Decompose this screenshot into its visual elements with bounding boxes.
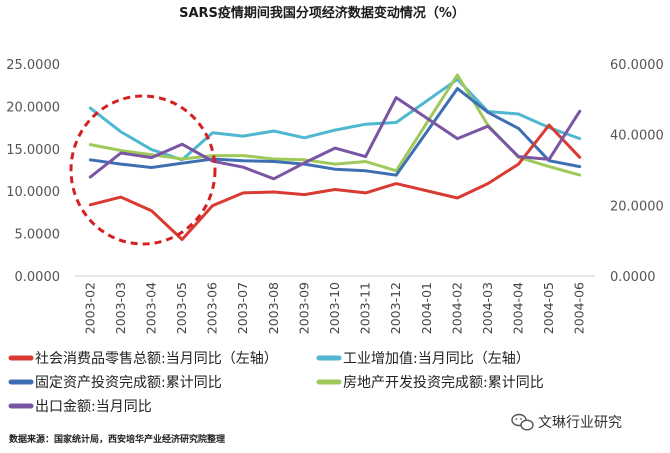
series-lines: [88, 73, 582, 241]
x-tick-label: 2003-12: [388, 282, 403, 334]
highlight-dashed-circle: [69, 94, 217, 246]
wechat-icon: [511, 413, 534, 431]
x-tick-label: 2003-10: [327, 282, 342, 334]
x-tick-label: 2003-03: [113, 282, 128, 334]
right-tick-label: 60.0000: [610, 58, 664, 73]
x-axis-ticks: 2003-02 2003-03 2003-04 2003-05 2003-06 2003-…: [82, 282, 586, 334]
series-line-4: [88, 96, 582, 181]
x-tick-label: 2004-04: [511, 282, 526, 334]
series-line-0: [88, 123, 582, 241]
source-note: 数据来源：国家统计局，西安培华产业经济研究院整理: [9, 433, 225, 445]
x-tick-label: 2004-05: [541, 282, 556, 334]
right-tick-label: 40.0000: [610, 129, 664, 144]
watermark: 文琳行业研究: [511, 413, 622, 431]
left-tick-label: 20.0000: [6, 100, 60, 115]
right-tick-label: 20.0000: [610, 199, 664, 214]
x-tick-label: 2003-02: [82, 282, 97, 334]
x-tick-label: 2003-06: [205, 282, 220, 334]
x-tick-label: 2003-08: [266, 282, 281, 334]
x-tick-label: 2003-05: [174, 282, 189, 334]
x-tick-label: 2004-01: [419, 282, 434, 334]
right-tick-label: 0.0000: [610, 270, 656, 285]
x-tick-label: 2003-07: [235, 282, 250, 334]
right-axis-ticks: 0.0000 20.0000 40.0000 60.0000: [610, 58, 664, 285]
left-tick-label: 25.0000: [6, 58, 60, 73]
chart-title: SARS疫情期间我国分项经济数据变动情况（%）: [179, 5, 465, 21]
left-tick-label: 15.0000: [6, 143, 60, 158]
x-tick-label: 2004-06: [572, 282, 587, 334]
left-axis-ticks: 0.0000 5.0000 10.0000 15.0000 20.0000 25.0000: [6, 58, 60, 285]
series-line-3: [88, 73, 582, 177]
watermark-text: 文琳行业研究: [538, 415, 622, 431]
series-line-2: [88, 87, 582, 177]
legend-label: 工业增加值:当月同比（左轴）: [343, 351, 530, 367]
x-tick-label: 2003-11: [358, 282, 373, 334]
x-tick-label: 2004-03: [480, 282, 495, 334]
legend-label: 出口金额:当月同比: [35, 399, 152, 415]
left-tick-label: 10.0000: [6, 185, 60, 200]
x-tick-label: 2003-04: [143, 282, 158, 334]
x-tick-label: 2004-02: [449, 282, 464, 334]
series-line-1: [88, 77, 582, 162]
legend-label: 固定资产投资完成额:累计同比: [35, 375, 222, 391]
legend: 社会消费品零售总额:当月同比（左轴） 工业增加值:当月同比（左轴） 固定资产投资完成…: [8, 351, 544, 415]
left-tick-label: 5.0000: [15, 228, 61, 243]
legend-label: 房地产开发投资完成额:累计同比: [343, 375, 544, 391]
x-tick-label: 2003-09: [296, 282, 311, 334]
legend-label: 社会消费品零售总额:当月同比（左轴）: [35, 351, 278, 367]
left-tick-label: 0.0000: [15, 270, 61, 285]
